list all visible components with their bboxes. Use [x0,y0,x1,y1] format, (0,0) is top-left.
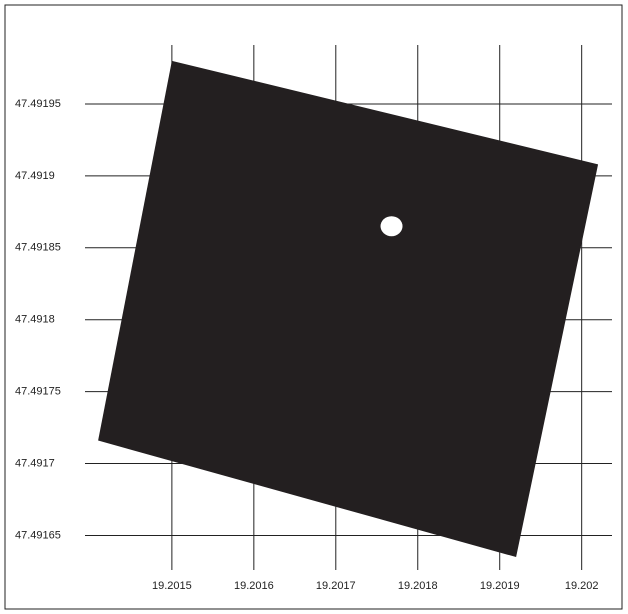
y-tick-label: 47.4917 [15,457,55,469]
x-tick-label: 19.2017 [316,580,356,592]
y-tick-label: 47.49195 [15,98,61,110]
page: 19.2015 19.2016 19.2017 19.2018 19.2019 19.20… [0,0,628,614]
y-tick-label: 47.49165 [15,529,61,541]
y-tick-label: 47.4918 [15,314,55,326]
x-tick-label: 19.2016 [234,580,274,592]
point [381,216,403,236]
area-polygon [98,61,598,557]
x-tick-label: 19.2015 [152,580,192,592]
y-tick-label: 47.49185 [15,242,61,254]
y-tick-label: 47.49175 [15,386,61,398]
y-tick-label: 47.4919 [15,170,55,182]
x-tick-label: 19.2018 [398,580,438,592]
chart: 19.2015 19.2016 19.2017 19.2018 19.2019 19.20… [0,0,628,614]
x-tick-label: 19.202 [565,580,599,592]
x-tick-label: 19.2019 [480,580,520,592]
